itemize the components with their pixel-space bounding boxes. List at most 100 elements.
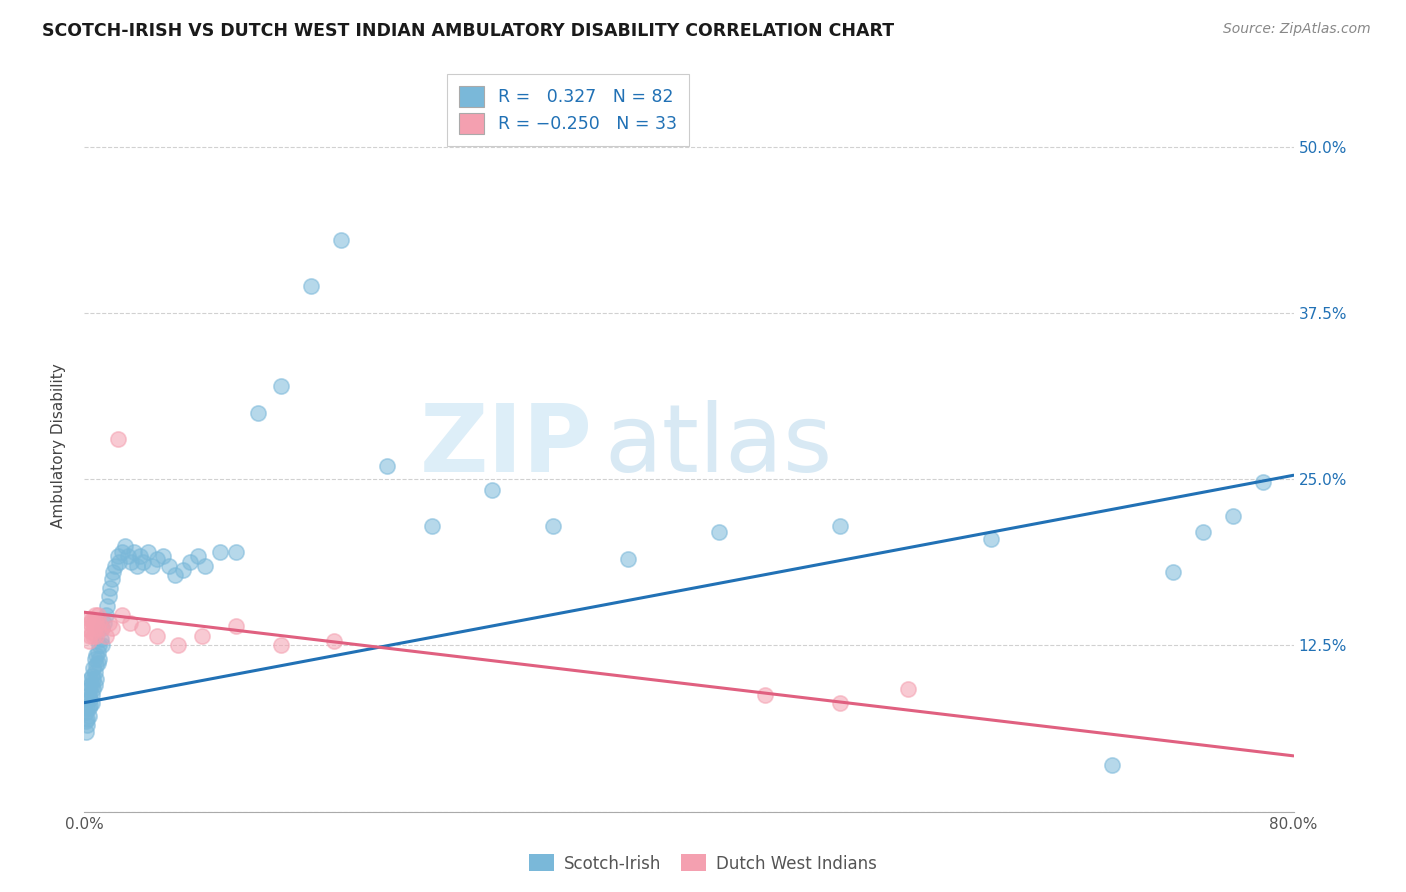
Point bbox=[79, 629, 101, 643]
Legend: Scotch-Irish, Dutch West Indians: Scotch-Irish, Dutch West Indians bbox=[522, 847, 884, 880]
Point bbox=[709, 525, 731, 540]
Point bbox=[101, 566, 124, 580]
Point bbox=[165, 568, 187, 582]
Point bbox=[84, 607, 107, 622]
Point bbox=[104, 558, 127, 573]
Point bbox=[87, 645, 110, 659]
Point bbox=[82, 629, 104, 643]
Point bbox=[86, 672, 108, 686]
Point bbox=[89, 652, 111, 666]
Point bbox=[90, 632, 112, 646]
Point bbox=[120, 555, 142, 569]
Point bbox=[79, 615, 101, 630]
Point bbox=[79, 672, 101, 686]
Point bbox=[1222, 509, 1244, 524]
Point bbox=[77, 634, 100, 648]
Point bbox=[87, 621, 110, 635]
Point bbox=[98, 582, 121, 596]
Point bbox=[209, 545, 232, 559]
Point bbox=[131, 621, 153, 635]
Point bbox=[84, 621, 107, 635]
Point bbox=[299, 279, 322, 293]
Point bbox=[75, 714, 97, 729]
Point bbox=[141, 558, 163, 573]
Point bbox=[179, 555, 201, 569]
Point bbox=[1161, 566, 1184, 580]
Point bbox=[897, 682, 920, 697]
Point bbox=[86, 648, 108, 662]
Point bbox=[146, 629, 169, 643]
Point bbox=[77, 682, 100, 697]
Point bbox=[77, 709, 100, 723]
Point bbox=[94, 607, 117, 622]
Point bbox=[76, 691, 98, 706]
Text: SCOTCH-IRISH VS DUTCH WEST INDIAN AMBULATORY DISABILITY CORRELATION CHART: SCOTCH-IRISH VS DUTCH WEST INDIAN AMBULA… bbox=[42, 22, 894, 40]
Point bbox=[167, 639, 190, 653]
Point bbox=[100, 572, 122, 586]
Point bbox=[754, 688, 776, 702]
Point bbox=[122, 545, 145, 559]
Point bbox=[82, 682, 104, 697]
Point bbox=[127, 558, 149, 573]
Point bbox=[1192, 525, 1215, 540]
Point bbox=[80, 625, 103, 640]
Point bbox=[194, 558, 217, 573]
Point bbox=[79, 678, 101, 692]
Point bbox=[129, 549, 152, 564]
Point bbox=[375, 458, 398, 473]
Point bbox=[107, 549, 129, 564]
Point bbox=[132, 555, 155, 569]
Point bbox=[107, 433, 129, 447]
Point bbox=[541, 518, 564, 533]
Point bbox=[84, 678, 107, 692]
Point bbox=[136, 545, 159, 559]
Point bbox=[270, 639, 292, 653]
Point bbox=[80, 612, 103, 626]
Point bbox=[420, 518, 443, 533]
Point bbox=[330, 233, 353, 247]
Text: Source: ZipAtlas.com: Source: ZipAtlas.com bbox=[1223, 22, 1371, 37]
Point bbox=[76, 701, 98, 715]
Point bbox=[89, 615, 111, 630]
Point bbox=[94, 629, 117, 643]
Point bbox=[100, 621, 122, 635]
Point bbox=[225, 618, 247, 632]
Point bbox=[82, 661, 104, 675]
Point bbox=[270, 379, 292, 393]
Point bbox=[82, 672, 104, 686]
Point bbox=[97, 615, 120, 630]
Point bbox=[76, 621, 98, 635]
Point bbox=[84, 665, 107, 679]
Point bbox=[187, 549, 209, 564]
Point bbox=[96, 599, 118, 613]
Point bbox=[830, 696, 852, 710]
Y-axis label: Ambulatory Disability: Ambulatory Disability bbox=[51, 364, 66, 528]
Point bbox=[617, 552, 640, 566]
Point bbox=[84, 652, 107, 666]
Point bbox=[80, 669, 103, 683]
Point bbox=[86, 629, 108, 643]
Text: atlas: atlas bbox=[605, 400, 832, 492]
Point bbox=[80, 696, 103, 710]
Point bbox=[830, 518, 852, 533]
Point bbox=[225, 545, 247, 559]
Point bbox=[80, 678, 103, 692]
Point bbox=[80, 688, 103, 702]
Point bbox=[93, 615, 115, 630]
Point bbox=[157, 558, 180, 573]
Point bbox=[111, 607, 134, 622]
Point bbox=[117, 549, 139, 564]
Text: ZIP: ZIP bbox=[419, 400, 592, 492]
Point bbox=[1101, 758, 1123, 772]
Point bbox=[76, 712, 98, 726]
Point bbox=[89, 639, 111, 653]
Point bbox=[108, 555, 131, 569]
Point bbox=[87, 607, 110, 622]
Point bbox=[91, 621, 114, 635]
Legend: R =   0.327   N = 82, R = −0.250   N = 33: R = 0.327 N = 82, R = −0.250 N = 33 bbox=[447, 74, 689, 145]
Point bbox=[86, 615, 108, 630]
Point bbox=[172, 563, 194, 577]
Point bbox=[77, 701, 100, 715]
Point bbox=[77, 612, 100, 626]
Point bbox=[247, 406, 270, 420]
